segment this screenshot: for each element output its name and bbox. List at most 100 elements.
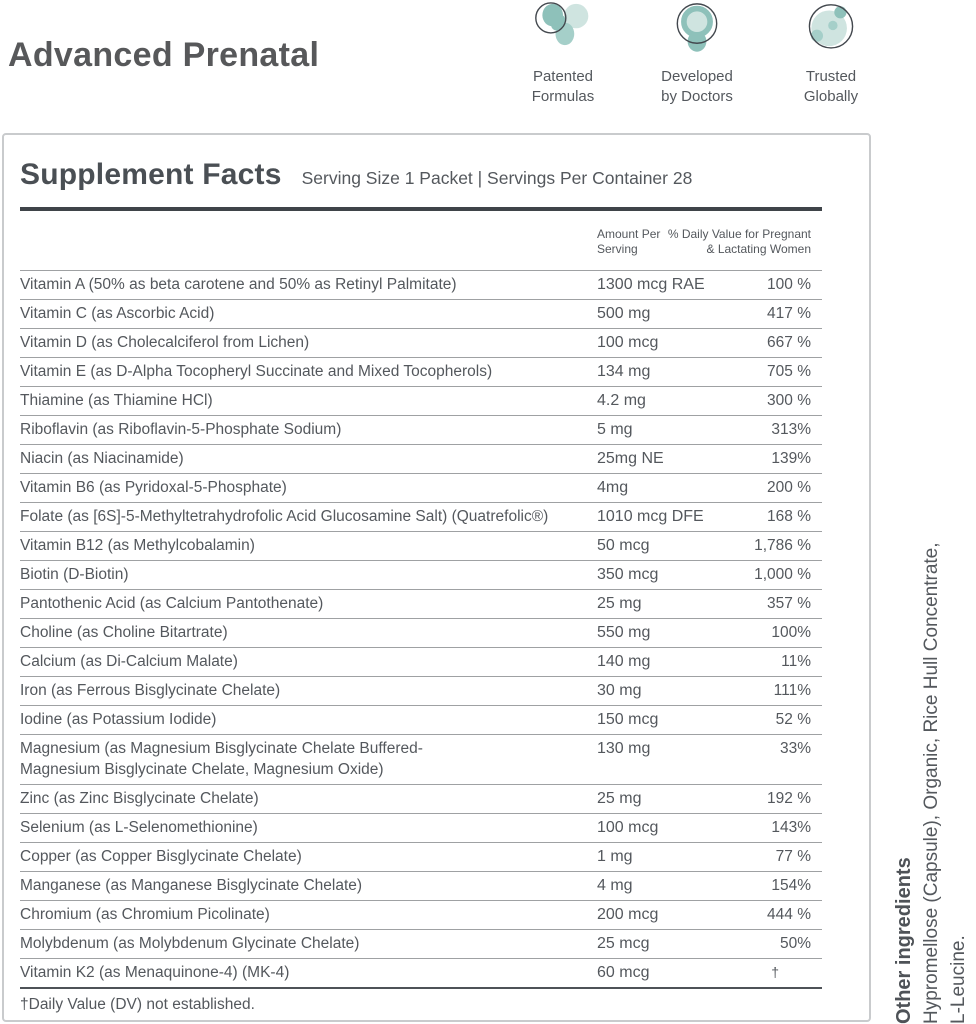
daily-value: 52 % <box>775 711 811 728</box>
nutrient-name: Iodine (as Potassium Iodide) <box>20 711 217 728</box>
daily-value: 111% <box>773 682 811 699</box>
amount-value: 4mg <box>597 479 629 496</box>
daily-value: † <box>771 964 779 980</box>
badge-label: Trusted Globally <box>803 68 859 105</box>
serving-info: Serving Size 1 Packet | Servings Per Con… <box>301 168 693 188</box>
table-row: Vitamin K2 (as Menaquinone-4) (MK-4) 60 … <box>20 958 822 987</box>
amount-value: 30 mg <box>597 682 642 699</box>
table-row: Vitamin C (as Ascorbic Acid) 500 mg 417 … <box>20 299 822 328</box>
nutrient-name: Vitamin B12 (as Methylcobalamin) <box>20 537 255 554</box>
daily-value: 50% <box>779 935 811 952</box>
daily-value: 33% <box>779 740 811 757</box>
amount-value: 25 mg <box>597 595 642 612</box>
table-row: Niacin (as Niacinamide) 25mg NE 139% <box>20 444 822 473</box>
amount-value: 1010 mcg DFE <box>597 508 704 525</box>
table-row: Vitamin B12 (as Methylcobalamin) 50 mcg … <box>20 531 822 560</box>
daily-value: 1,000 % <box>754 566 811 583</box>
nutrient-name: Calcium (as Di-Calcium Malate) <box>20 653 238 670</box>
nutrient-name: Zinc (as Zinc Bisglycinate Chelate) <box>20 790 259 807</box>
daily-value: 77 % <box>775 848 811 865</box>
daily-value: 667 % <box>767 334 811 351</box>
daily-value: 200 % <box>767 479 811 496</box>
daily-value: 300 % <box>767 392 811 409</box>
nutrient-name: Folate (as [6S]-5-Methyltetrahydrofolic … <box>20 508 549 525</box>
nutrient-name: Copper (as Copper Bisglycinate Chelate) <box>20 848 302 865</box>
amount-value: 100 mcg <box>597 819 659 836</box>
badge-developed-by-doctors: Developed by Doctors <box>632 2 762 107</box>
table-row: Vitamin E (as D-Alpha Tocopheryl Succina… <box>20 357 822 386</box>
ring-cell-icon <box>666 2 728 62</box>
page-title: Advanced Prenatal <box>8 36 320 74</box>
daily-value: 100% <box>771 624 811 641</box>
nutrient-name: Riboflavin (as Riboflavin-5-Phosphate So… <box>20 421 342 438</box>
amount-value: 1300 mcg RAE <box>597 276 705 293</box>
thick-divider <box>20 207 822 211</box>
other-ingredients-title: Other ingredients <box>893 857 915 1024</box>
footnote: †Daily Value (DV) not established. <box>20 996 255 1013</box>
table-row: Zinc (as Zinc Bisglycinate Chelate) 25 m… <box>20 784 822 813</box>
column-headers: Amount Per Serving % Daily Value for Pre… <box>20 227 822 270</box>
nutrient-name: Selenium (as L-Selenomethionine) <box>20 819 258 836</box>
table-row: Iodine (as Potassium Iodide) 150 mcg 52 … <box>20 705 822 734</box>
daily-value: 444 % <box>767 906 811 923</box>
other-ingredients-line: Hypromellose (Capsule), Organic, Rice Hu… <box>921 542 942 1024</box>
amount-value: 50 mcg <box>597 537 650 554</box>
amount-value: 350 mcg <box>597 566 659 583</box>
footnote-row: †Daily Value (DV) not established. <box>20 987 822 1024</box>
supplement-facts-panel: Supplement Facts Serving Size 1 Packet |… <box>2 133 871 1022</box>
nutrient-name: Iron (as Ferrous Bisglycinate Chelate) <box>20 682 281 699</box>
daily-value: 705 % <box>767 363 811 380</box>
daily-value: 313% <box>771 421 811 438</box>
daily-value: 143% <box>771 819 811 836</box>
nutrient-name: Magnesium (as Magnesium Bisglycinate Che… <box>20 740 423 778</box>
amount-value: 150 mcg <box>597 711 659 728</box>
daily-value: 168 % <box>767 508 811 525</box>
nutrient-name: Molybdenum (as Molybdenum Glycinate Chel… <box>20 935 360 952</box>
table-row: Copper (as Copper Bisglycinate Chelate) … <box>20 842 822 871</box>
nutrient-name: Chromium (as Chromium Picolinate) <box>20 906 270 923</box>
daily-value: 11% <box>781 653 811 670</box>
badge-trusted-globally: Trusted Globally <box>766 2 896 107</box>
table-row: Biotin (D-Biotin) 350 mcg 1,000 % <box>20 560 822 589</box>
molecule-icon <box>532 2 594 62</box>
nutrient-name: Vitamin E (as D-Alpha Tocopheryl Succina… <box>20 363 493 380</box>
daily-value: 139% <box>771 450 811 467</box>
amount-value: 130 mg <box>597 740 651 757</box>
table-row: Calcium (as Di-Calcium Malate) 140 mg 11… <box>20 647 822 676</box>
amount-value: 200 mcg <box>597 906 659 923</box>
amount-value: 550 mg <box>597 624 651 641</box>
supplement-facts-title: Supplement Facts <box>20 158 282 191</box>
globe-dots-icon <box>800 2 862 62</box>
nutrient-name: Pantothenic Acid (as Calcium Pantothenat… <box>20 595 324 612</box>
badge-row: Patented Formulas Developed by Doctors T… <box>498 2 896 107</box>
nutrient-name: Niacin (as Niacinamide) <box>20 450 184 467</box>
column-header-amount: Amount Per Serving <box>597 227 661 256</box>
amount-value: 4.2 mg <box>597 392 646 409</box>
table-row: Chromium (as Chromium Picolinate) 200 mc… <box>20 900 822 929</box>
table-row: Manganese (as Manganese Bisglycinate Che… <box>20 871 822 900</box>
amount-value: 60 mcg <box>597 964 650 981</box>
nutrient-name: Thiamine (as Thiamine HCl) <box>20 392 213 409</box>
table-row: Molybdenum (as Molybdenum Glycinate Chel… <box>20 929 822 958</box>
nutrient-name: Vitamin B6 (as Pyridoxal-5-Phosphate) <box>20 479 287 496</box>
table-row: Selenium (as L-Selenomethionine) 100 mcg… <box>20 813 822 842</box>
daily-value: 154% <box>771 877 811 894</box>
table-row: Iron (as Ferrous Bisglycinate Chelate) 3… <box>20 676 822 705</box>
amount-value: 1 mg <box>597 848 633 865</box>
daily-value: 100 % <box>767 276 811 293</box>
other-ingredients: Other ingredients Hypromellose (Capsule)… <box>891 464 975 1024</box>
nutrient-name: Vitamin A (50% as beta carotene and 50% … <box>20 276 457 293</box>
table-row: Vitamin D (as Cholecalciferol from Liche… <box>20 328 822 357</box>
other-ingredients-line: L-Leucine. <box>948 935 969 1024</box>
daily-value: 417 % <box>767 305 811 322</box>
badge-label: Developed by Doctors <box>661 68 733 105</box>
daily-value: 1,786 % <box>754 537 811 554</box>
facts-rows: Vitamin A (50% as beta carotene and 50% … <box>20 270 822 987</box>
badge-patented-formulas: Patented Formulas <box>498 2 628 107</box>
amount-value: 4 mg <box>597 877 633 894</box>
nutrient-name: Vitamin C (as Ascorbic Acid) <box>20 305 215 322</box>
daily-value: 192 % <box>767 790 811 807</box>
badge-label: Patented Formulas <box>531 68 595 105</box>
table-row: Vitamin A (50% as beta carotene and 50% … <box>20 270 822 299</box>
nutrient-name: Manganese (as Manganese Bisglycinate Che… <box>20 877 363 894</box>
